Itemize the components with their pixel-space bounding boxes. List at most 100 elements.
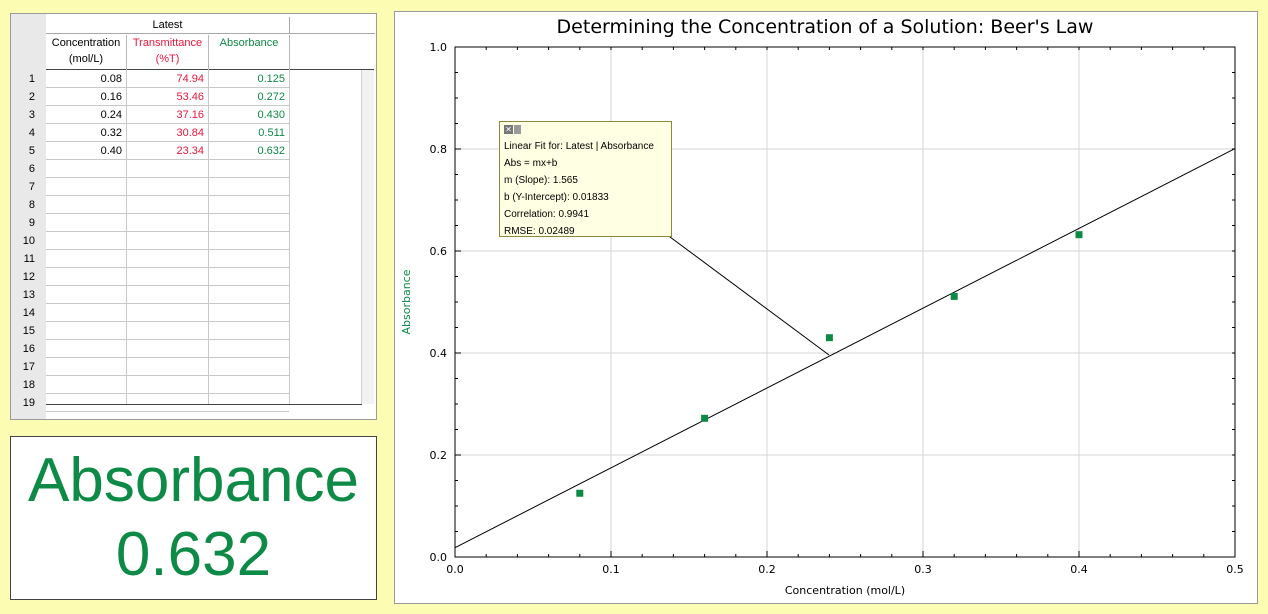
row-number[interactable]: 5 xyxy=(28,145,35,157)
y-axis-label: Absorbance xyxy=(400,269,413,334)
row-number[interactable]: 13 xyxy=(22,289,35,301)
row-divider xyxy=(46,87,289,88)
y-tick-label: 0.6 xyxy=(430,245,448,258)
data-point xyxy=(950,292,958,300)
row-number[interactable]: 10 xyxy=(22,235,35,247)
column-header-concentration-name: Concentration xyxy=(51,37,121,49)
table-cell[interactable]: 0.430 xyxy=(257,109,285,121)
table-cell[interactable]: 0.125 xyxy=(257,73,285,85)
row-number[interactable]: 6 xyxy=(28,163,35,175)
row-number[interactable]: 16 xyxy=(22,343,35,355)
column-header-transmittance[interactable]: Transmittance (%T) xyxy=(127,35,209,69)
row-divider xyxy=(46,339,289,340)
row-divider xyxy=(46,393,289,394)
row-divider xyxy=(46,195,289,196)
data-points-layer xyxy=(576,231,1083,497)
column-divider xyxy=(289,69,290,404)
x-tick-label: 0.2 xyxy=(758,563,776,576)
column-divider xyxy=(208,69,209,404)
row-divider xyxy=(46,411,289,412)
table-cell[interactable]: 0.32 xyxy=(100,127,122,139)
table-group-header-blank xyxy=(289,17,375,34)
table-group-header: Latest xyxy=(46,17,289,34)
row-divider xyxy=(46,249,289,250)
linear-fit-line xyxy=(454,148,1236,549)
row-divider xyxy=(46,105,289,106)
row-divider xyxy=(46,177,289,178)
row-number[interactable]: 3 xyxy=(28,109,35,121)
table-cell[interactable]: 0.272 xyxy=(257,91,285,103)
row-number[interactable]: 7 xyxy=(28,181,35,193)
row-number[interactable]: 2 xyxy=(28,91,35,103)
column-header-transmittance-unit: (%T) xyxy=(155,53,180,65)
chart-title: Determining the Concentration of a Solut… xyxy=(557,16,1094,38)
row-header-column xyxy=(11,14,46,419)
row-number[interactable]: 9 xyxy=(28,217,35,229)
x-tick-label: 0.4 xyxy=(1070,563,1088,576)
meter-value: 0.632 xyxy=(115,520,272,589)
beers-law-chart[interactable]: Determining the Concentration of a Solut… xyxy=(395,12,1257,603)
y-tick-label: 0.0 xyxy=(430,551,448,564)
table-cell[interactable]: 0.632 xyxy=(257,145,285,157)
row-number[interactable]: 15 xyxy=(22,325,35,337)
row-number[interactable]: 12 xyxy=(22,271,35,283)
options-icon[interactable] xyxy=(514,125,521,134)
table-cell[interactable]: 0.511 xyxy=(258,127,285,139)
data-point xyxy=(701,414,709,422)
table-cell[interactable]: 0.24 xyxy=(100,109,122,121)
row-divider xyxy=(46,375,289,376)
row-number[interactable]: 19 xyxy=(22,397,35,409)
x-tick-label: 0.3 xyxy=(914,563,932,576)
annotation-equation: Abs = mx+b xyxy=(504,158,558,169)
linear-fit-annotation[interactable]: ✕ Linear Fit for: Latest | Absorbance Ab… xyxy=(499,121,672,237)
meter-label: Absorbance xyxy=(28,446,359,515)
table-cell[interactable]: 0.08 xyxy=(100,73,122,85)
row-number[interactable]: 14 xyxy=(22,307,35,319)
table-cell[interactable]: 53.46 xyxy=(176,91,204,103)
x-tick-label: 0.1 xyxy=(602,563,620,576)
table-scrollbar[interactable] xyxy=(361,70,374,404)
data-point xyxy=(825,334,833,342)
column-header-concentration[interactable]: Concentration (mol/L) xyxy=(46,35,127,69)
table-cell[interactable]: 0.16 xyxy=(100,91,122,103)
table-bottom-border xyxy=(46,404,362,405)
column-header-absorbance[interactable]: Absorbance xyxy=(209,35,290,69)
annotation-title: Linear Fit for: Latest | Absorbance xyxy=(504,141,654,152)
data-table: Latest Concentration (mol/L) Transmittan… xyxy=(10,13,377,420)
row-divider xyxy=(46,213,289,214)
row-number[interactable]: 4 xyxy=(28,127,35,139)
x-tick-label: 0.5 xyxy=(1226,563,1244,576)
annotation-slope: m (Slope): 1.565 xyxy=(504,175,578,186)
axis-tick-labels: 0.0 0.1 0.2 0.3 0.4 0.5 0.0 0.2 0.4 0.6 0.8 1.0 xyxy=(430,41,1244,576)
row-number[interactable]: 18 xyxy=(22,379,35,391)
data-point xyxy=(576,489,584,497)
row-number[interactable]: 17 xyxy=(22,361,35,373)
row-divider xyxy=(46,357,289,358)
row-number[interactable]: 8 xyxy=(28,199,35,211)
column-header-absorbance-name: Absorbance xyxy=(219,37,279,49)
annotation-correlation: Correlation: 0.9941 xyxy=(504,209,590,220)
row-divider xyxy=(46,321,289,322)
row-divider xyxy=(46,159,289,160)
graph-panel[interactable]: Determining the Concentration of a Solut… xyxy=(394,11,1258,604)
table-cell[interactable]: 23.34 xyxy=(176,145,204,157)
row-divider xyxy=(46,267,289,268)
axis-ticks xyxy=(454,46,1236,558)
close-icon[interactable]: ✕ xyxy=(504,125,513,134)
table-cell[interactable]: 30.84 xyxy=(176,127,204,139)
annotation-rmse: RMSE: 0.02489 xyxy=(504,226,575,237)
absorbance-meter[interactable]: Absorbance 0.632 xyxy=(10,436,377,600)
y-tick-label: 1.0 xyxy=(430,41,448,54)
annotation-leader-line xyxy=(665,233,830,356)
column-header-concentration-unit: (mol/L) xyxy=(68,53,104,65)
table-cell[interactable]: 74.94 xyxy=(176,73,204,85)
row-number[interactable]: 11 xyxy=(23,253,35,265)
x-axis-label: Concentration (mol/L) xyxy=(785,584,905,597)
table-cell[interactable]: 0.40 xyxy=(100,145,122,157)
column-header-transmittance-name: Transmittance xyxy=(132,37,203,49)
y-tick-label: 0.4 xyxy=(430,347,448,360)
x-tick-label: 0.0 xyxy=(446,563,464,576)
row-number[interactable]: 1 xyxy=(28,73,35,85)
y-tick-label: 0.2 xyxy=(430,449,448,462)
table-cell[interactable]: 37.16 xyxy=(176,109,204,121)
